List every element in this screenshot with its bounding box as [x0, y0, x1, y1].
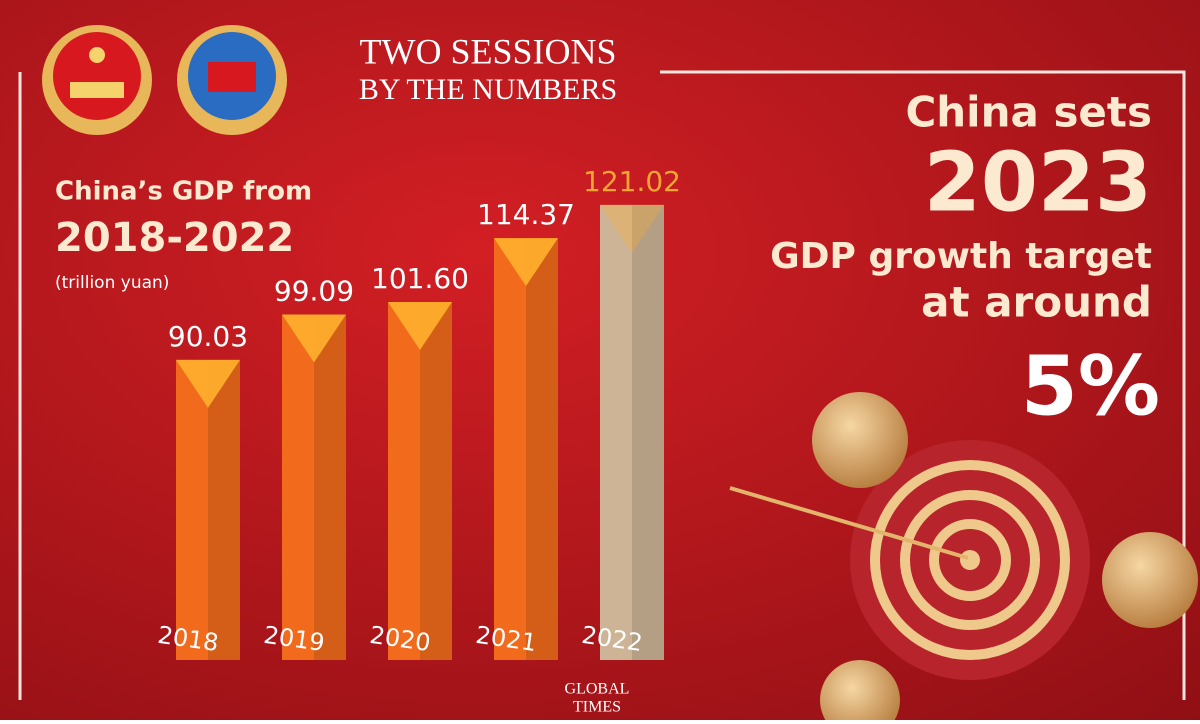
bar-side: [526, 238, 558, 660]
bar: [600, 204, 664, 660]
bar: [282, 314, 346, 660]
value-label: 114.37: [477, 198, 575, 231]
value-label: 121.02: [583, 165, 681, 198]
chart-title: China’s GDP from: [55, 177, 312, 207]
header-line: BY THE NUMBERS: [359, 73, 617, 106]
bar-side: [420, 302, 452, 660]
bar-cap: [282, 314, 346, 363]
bar-cap: [388, 302, 452, 350]
bar-side: [632, 204, 664, 660]
headline: 2023: [924, 135, 1152, 230]
chart-subtitle: (trillion yuan): [55, 273, 169, 293]
headline: China sets: [905, 88, 1152, 137]
value-label: 99.09: [274, 275, 354, 308]
bar-cap: [176, 359, 240, 408]
bar-cap: [494, 238, 558, 287]
logo: TIMES: [573, 699, 621, 716]
bar: [494, 238, 558, 660]
chart-title: 2018-2022: [55, 215, 294, 261]
value-label: 101.60: [371, 262, 469, 295]
bar-side: [208, 359, 240, 660]
target-illustration: [729, 392, 1198, 724]
bar-side: [314, 314, 346, 660]
emblems: [42, 25, 287, 135]
headline: 5%: [1021, 339, 1160, 434]
frame: [660, 70, 1186, 700]
value-label: 90.03: [168, 320, 248, 353]
headline: at around: [921, 278, 1152, 327]
bar-cap: [600, 204, 664, 253]
bar: [388, 302, 452, 660]
header-line: TWO SESSIONS: [359, 31, 616, 71]
plot: 90.03201899.092019101.602020114.37202112…: [156, 165, 681, 660]
logo: GLOBAL: [565, 681, 630, 698]
bar: [176, 359, 240, 660]
headline: GDP growth target: [770, 236, 1152, 277]
